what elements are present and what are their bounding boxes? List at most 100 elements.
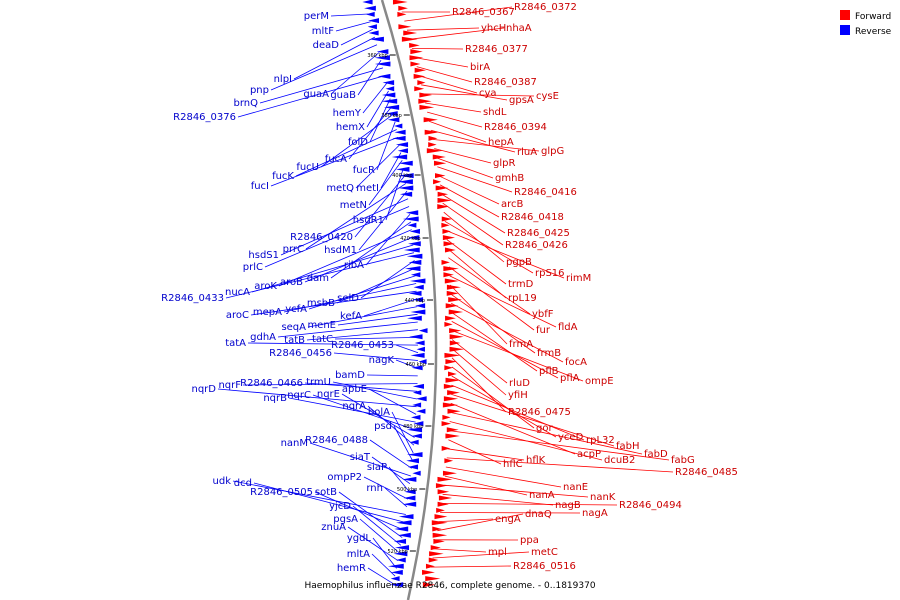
gene-label-reverse: nqrA — [342, 401, 366, 412]
gene-marker-forward — [414, 86, 424, 91]
gene-marker-forward — [444, 458, 453, 463]
gene-marker-reverse — [364, 6, 376, 11]
leader-line-reverse — [392, 412, 413, 453]
gene-label-reverse: tatA — [225, 338, 246, 349]
leader-line-forward — [450, 285, 507, 344]
legend: Forward Reverse — [840, 10, 892, 37]
gene-marker-forward — [444, 365, 453, 370]
gene-label-forward: R2846_0475 — [508, 407, 571, 418]
gene-label-reverse: hemR — [337, 563, 366, 574]
gene-marker-forward — [450, 334, 464, 339]
leader-line-forward — [441, 503, 617, 505]
gene-label-forward: ppa — [520, 535, 539, 546]
gene-label-forward: R2846_0425 — [507, 228, 570, 239]
gene-label-reverse: R2846_0456 — [269, 348, 332, 359]
gene-marker-reverse — [412, 471, 420, 476]
leader-line-forward — [447, 458, 673, 472]
gene-label-reverse: hsdS1 — [248, 250, 279, 261]
gene-marker-forward — [445, 359, 456, 364]
gene-label-forward: rluD — [509, 378, 530, 389]
gene-label-reverse: fucA — [325, 154, 347, 165]
gene-label-reverse: R2846_0433 — [161, 293, 224, 304]
gene-label-forward: hflK — [526, 455, 546, 466]
gene-label-forward: mpl — [488, 547, 507, 558]
gene-label-reverse: bolA — [368, 407, 390, 418]
gene-marker-forward — [403, 31, 417, 36]
gene-label-reverse: aroB — [280, 277, 303, 288]
gene-label-forward: nanE — [563, 482, 588, 493]
gene-label-reverse: seqA — [281, 322, 306, 333]
gene-label-forward: pgpB — [506, 257, 532, 268]
gene-marker-forward — [427, 148, 443, 153]
gene-marker-reverse — [409, 334, 422, 339]
gene-label-reverse: brnQ — [234, 98, 259, 109]
gene-marker-reverse — [410, 440, 419, 445]
gene-label-forward: glpG — [541, 146, 564, 157]
legend-swatch-forward — [840, 10, 850, 20]
gene-label-forward: arcB — [501, 199, 524, 210]
gene-marker-reverse — [416, 396, 427, 401]
gene-marker-reverse — [406, 210, 418, 215]
gene-marker-forward — [409, 43, 420, 48]
gene-label-reverse: znuA — [321, 522, 346, 533]
gene-label-forward: pflB — [539, 366, 559, 377]
gene-label-reverse: metN — [340, 200, 367, 211]
tick-label: 460 kbp — [406, 362, 426, 368]
gene-marker-reverse — [417, 347, 425, 352]
gene-marker-reverse — [394, 130, 405, 135]
gene-marker-forward — [443, 471, 457, 476]
gene-label-reverse: fucI — [251, 181, 269, 192]
leader-line-forward — [441, 194, 505, 233]
gene-label-forward: frmA — [509, 339, 533, 350]
gene-label-forward: dnaQ — [525, 509, 552, 520]
gene-label-reverse: msbB — [307, 298, 335, 309]
gene-marker-forward — [448, 372, 457, 377]
gene-label-forward: nanK — [590, 492, 616, 503]
tick-label: 420 kbp — [400, 236, 420, 242]
gene-marker-reverse — [362, 0, 372, 5]
gene-label-reverse: menE — [307, 320, 336, 331]
tick-label: 500 kbp — [397, 487, 417, 493]
gene-label-reverse: folD — [348, 137, 368, 148]
tick-label: 520 kbp — [387, 549, 407, 555]
gene-label-forward: rluA — [517, 147, 537, 158]
gene-marker-reverse — [398, 186, 413, 191]
leader-line-forward — [440, 185, 499, 217]
tick-label: 360 kbp — [367, 53, 387, 59]
gene-marker-reverse — [382, 93, 396, 98]
gene-marker-reverse — [369, 31, 379, 36]
gene-marker-forward — [438, 192, 448, 197]
leader-line-forward — [429, 121, 486, 142]
gene-label-forward: fldA — [558, 322, 578, 333]
gene-label-forward: fur — [536, 325, 551, 336]
gene-label-reverse: R2846_0420 — [290, 232, 353, 243]
gene-label-reverse: R2846_0453 — [331, 340, 394, 351]
gene-label-forward: rpL32 — [586, 435, 615, 446]
leader-line-reverse — [367, 375, 418, 376]
gene-label-forward: fabH — [616, 441, 640, 452]
legend-label-reverse: Reverse — [855, 27, 892, 37]
gene-label-forward: yceD — [558, 432, 584, 443]
leader-line-forward — [446, 467, 561, 487]
gene-label-reverse: ygdL — [347, 533, 372, 544]
gene-label-forward: rimM — [566, 273, 591, 284]
leader-line-forward — [452, 358, 506, 412]
gene-marker-forward — [428, 142, 436, 147]
gene-label-forward: ompE — [585, 376, 614, 387]
gene-marker-forward — [444, 396, 458, 401]
gene-label-reverse: prrC — [283, 244, 304, 255]
leader-line-forward — [434, 149, 491, 164]
tick-label: 400 kbp — [392, 173, 412, 179]
gene-marker-forward — [414, 74, 426, 79]
gene-label-forward: yfiH — [508, 390, 528, 401]
gene-marker-forward — [433, 179, 441, 184]
gene-label-reverse: trmU — [306, 377, 331, 388]
gene-label-forward: trmD — [508, 279, 534, 290]
gene-marker-forward — [426, 564, 435, 569]
gene-label-reverse: nanM — [281, 438, 308, 449]
gene-label-reverse: R2846_0466 — [240, 378, 303, 389]
gene-label-reverse: R2846_0505 — [250, 487, 313, 498]
gene-label-reverse: bamD — [335, 370, 365, 381]
gene-label-forward: R2846_0426 — [505, 240, 568, 251]
